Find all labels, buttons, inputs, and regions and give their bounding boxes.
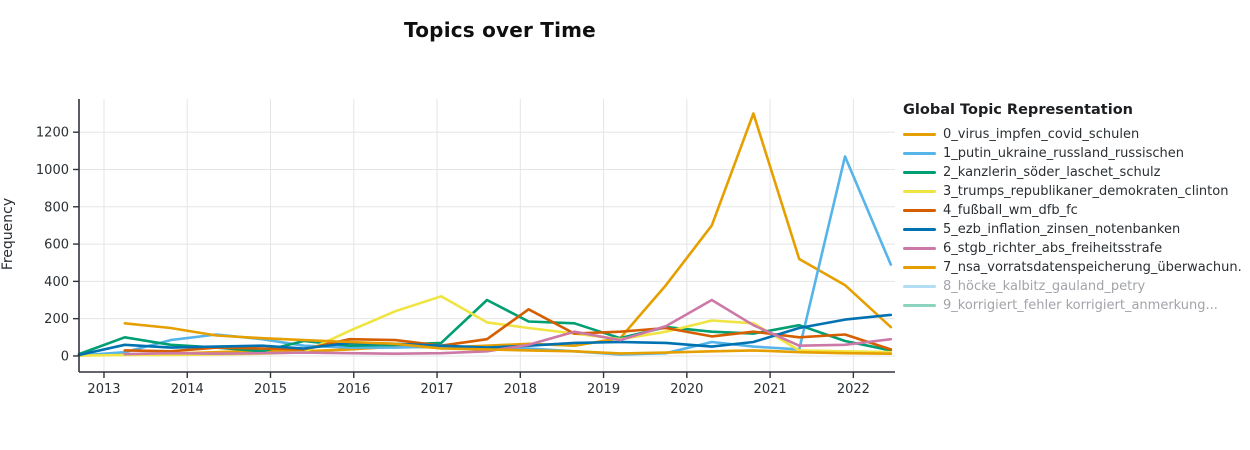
legend-item-4[interactable]: 4_fußball_wm_dfb_fc: [903, 201, 1250, 220]
legend: Global Topic Representation 0_virus_impf…: [903, 102, 1250, 315]
legend-line-swatch-icon: [903, 227, 936, 232]
y-tick-label: 1000: [36, 163, 69, 178]
legend-item-6[interactable]: 6_stgb_richter_abs_freiheitsstrafe: [903, 239, 1250, 258]
legend-item-label: 2_kanzlerin_söder_laschet_schulz: [943, 165, 1161, 180]
legend-item-7[interactable]: 7_nsa_vorratsdatenspeicherung_überwachun…: [903, 258, 1250, 277]
legend-item-label: 1_putin_ukraine_russland_russischen: [943, 146, 1184, 161]
legend-item-5[interactable]: 5_ezb_inflation_zinsen_notenbanken: [903, 220, 1250, 239]
legend-item-3[interactable]: 3_trumps_republikaner_demokraten_clinton: [903, 182, 1250, 201]
legend-line-swatch-icon: [903, 265, 936, 270]
legend-item-8[interactable]: 8_höcke_kalbitz_gauland_petry: [903, 277, 1250, 296]
x-tick-label: 2017: [420, 382, 453, 397]
legend-line-swatch-icon: [903, 246, 936, 251]
legend-item-label: 9_korrigiert_fehler korrigiert_anmerkung…: [943, 298, 1218, 313]
legend-line-swatch-icon: [903, 208, 936, 213]
legend-item-label: 3_trumps_republikaner_demokraten_clinton: [943, 184, 1229, 199]
series-line-6: [123, 298, 893, 356]
x-tick-label: 2018: [504, 382, 537, 397]
y-tick-label: 400: [44, 275, 69, 290]
chart-title: Topics over Time: [404, 18, 596, 42]
legend-line-swatch-icon: [903, 132, 936, 137]
legend-item-0[interactable]: 0_virus_impfen_covid_schulen: [903, 125, 1250, 144]
series-line-4: [123, 307, 893, 353]
legend-item-label: 4_fußball_wm_dfb_fc: [943, 203, 1078, 218]
legend-item-2[interactable]: 2_kanzlerin_söder_laschet_schulz: [903, 163, 1250, 182]
legend-item-label: 0_virus_impfen_covid_schulen: [943, 127, 1140, 142]
legend-item-label: 8_höcke_kalbitz_gauland_petry: [943, 279, 1146, 294]
y-tick-label: 800: [44, 200, 69, 215]
legend-line-swatch-icon: [903, 303, 936, 308]
series-line-7: [123, 321, 893, 356]
x-tick-label: 2020: [670, 382, 703, 397]
y-tick-label: 200: [44, 312, 69, 327]
legend-line-swatch-icon: [903, 151, 936, 156]
legend-item-9[interactable]: 9_korrigiert_fehler korrigiert_anmerkung…: [903, 296, 1250, 315]
legend-items: 0_virus_impfen_covid_schulen 1_putin_ukra…: [903, 125, 1250, 315]
x-tick-label: 2016: [337, 382, 370, 397]
y-tick-label: 0: [61, 349, 69, 364]
x-tick-label: 2019: [587, 382, 620, 397]
x-tick-label: 2021: [754, 382, 787, 397]
y-tick-label: 600: [44, 238, 69, 253]
legend-item-1[interactable]: 1_putin_ukraine_russland_russischen: [903, 144, 1250, 163]
legend-item-label: 7_nsa_vorratsdatenspeicherung_überwachun…: [943, 260, 1242, 275]
series-line-5: [77, 313, 893, 357]
legend-line-swatch-icon: [903, 170, 936, 175]
x-tick-label: 2013: [87, 382, 120, 397]
series-line-1: [77, 155, 893, 357]
x-tick-label: 2015: [254, 382, 287, 397]
legend-line-swatch-icon: [903, 189, 936, 194]
x-tick-label: 2014: [171, 382, 204, 397]
legend-item-label: 5_ezb_inflation_zinsen_notenbanken: [943, 222, 1181, 237]
legend-line-swatch-icon: [903, 284, 936, 289]
series-line-0: [77, 112, 893, 357]
y-tick-label: 1200: [36, 126, 69, 141]
legend-title: Global Topic Representation: [903, 102, 1133, 118]
legend-item-label: 6_stgb_richter_abs_freiheitsstrafe: [943, 241, 1163, 256]
x-tick-label: 2022: [837, 382, 870, 397]
